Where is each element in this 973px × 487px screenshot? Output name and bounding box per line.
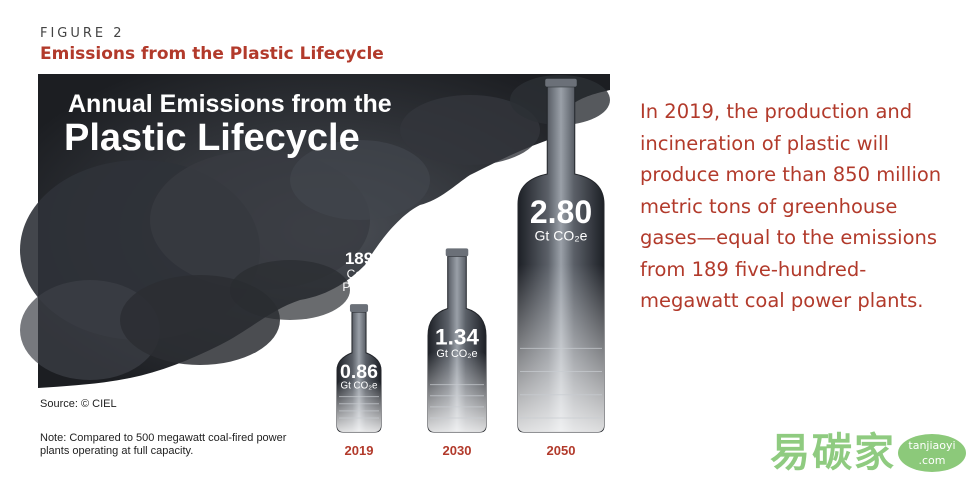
coal-count-2050: 615 xyxy=(547,24,575,43)
source-text: Source: © CIEL xyxy=(40,398,117,410)
coal-unit-line1-2019: Coal xyxy=(347,267,372,281)
unit-label-2019: Gt CO₂e xyxy=(340,381,378,392)
smoke-background xyxy=(20,74,610,388)
coal-unit-line2-2050: Plants xyxy=(544,55,577,69)
logo-badge-line2: .com xyxy=(918,454,946,467)
bar-fade-2030 xyxy=(428,351,486,432)
category-label-2030: 2030 xyxy=(443,443,472,458)
emissions-chart: Annual Emissions from the Plastic Lifecy… xyxy=(20,24,610,458)
unit-label-2030: Gt CO₂e xyxy=(436,348,477,360)
chart-subtitle: Plastic Lifecycle xyxy=(64,117,360,159)
category-label-2019: 2019 xyxy=(345,443,374,458)
coal-unit-line2-2019: Plants xyxy=(342,280,375,294)
chart-title: Annual Emissions from the xyxy=(68,90,392,118)
bottle-cap-2050 xyxy=(545,78,577,87)
coal-unit-line1-2030: Coal xyxy=(445,211,470,225)
unit-label-2050: Gt CO₂e xyxy=(535,227,588,243)
summary-text: In 2019, the production and incineration… xyxy=(640,100,942,312)
figure-title: Emissions from the Plastic Lifecycle xyxy=(40,44,384,64)
value-label-2030: 1.34 xyxy=(435,325,479,350)
tanjiaoyi-logo: 易碳家 tanjiaoyi .com xyxy=(770,420,970,480)
bottle-cap-2030 xyxy=(445,248,469,257)
logo-badge-line1: tanjiaoyi xyxy=(908,439,956,452)
note-text: Note: Compared to 500 megawatt coal-fire… xyxy=(40,432,287,457)
logo-badge: tanjiaoyi .com xyxy=(898,434,966,472)
coal-unit-line1-2050: Coal xyxy=(549,42,574,56)
coal-unit-line2-2030: Plants xyxy=(440,224,473,238)
bar-fade-2019 xyxy=(337,380,381,432)
bottle-cap-2019 xyxy=(349,304,369,313)
coal-count-2030: 295 xyxy=(443,193,471,212)
figure-label: FIGURE 2 xyxy=(40,26,125,41)
value-label-2019: 0.86 xyxy=(340,361,378,383)
logo-chinese-text: 易碳家 xyxy=(770,430,896,476)
coal-count-2019: 189 xyxy=(345,249,373,268)
category-label-2050: 2050 xyxy=(547,443,576,458)
value-label-2050: 2.80 xyxy=(530,194,592,230)
